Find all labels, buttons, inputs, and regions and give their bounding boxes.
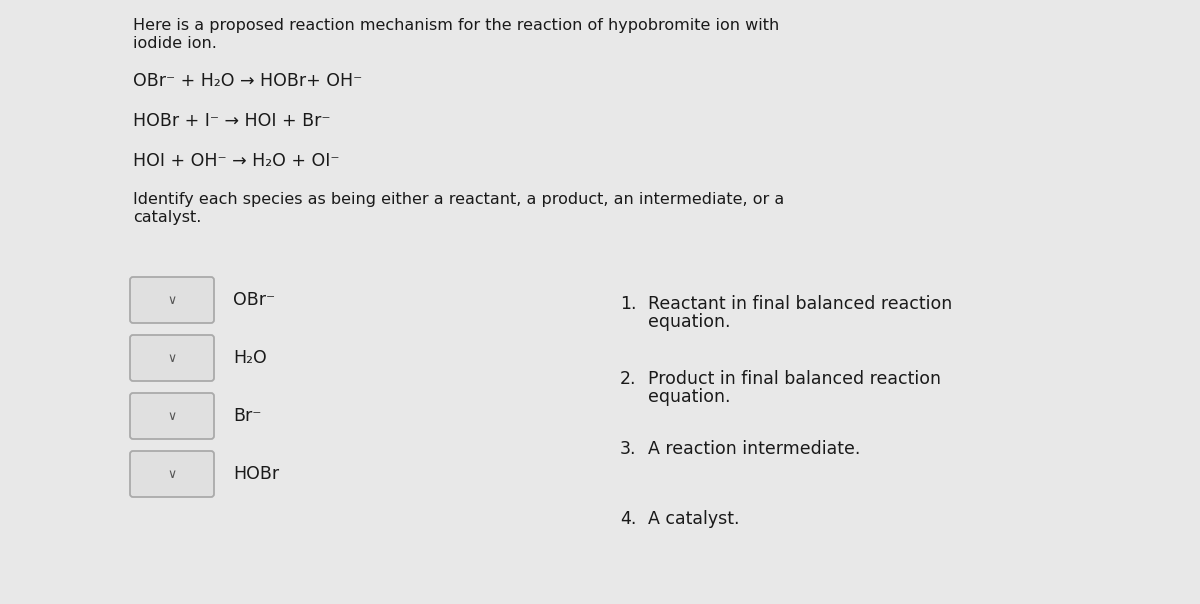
FancyBboxPatch shape xyxy=(130,277,214,323)
Text: Product in final balanced reaction: Product in final balanced reaction xyxy=(648,370,941,388)
Text: 4.: 4. xyxy=(620,510,636,528)
Text: 3.: 3. xyxy=(620,440,636,458)
Text: Br⁻: Br⁻ xyxy=(233,407,262,425)
Text: Reactant in final balanced reaction: Reactant in final balanced reaction xyxy=(648,295,953,313)
Text: equation.: equation. xyxy=(648,313,731,331)
FancyBboxPatch shape xyxy=(130,393,214,439)
FancyBboxPatch shape xyxy=(130,335,214,381)
Text: OBr⁻ + H₂O → HOBr+ OH⁻: OBr⁻ + H₂O → HOBr+ OH⁻ xyxy=(133,72,362,90)
Text: HOBr: HOBr xyxy=(233,465,280,483)
Text: equation.: equation. xyxy=(648,388,731,406)
Text: ∨: ∨ xyxy=(168,294,176,306)
Text: Identify each species as being either a reactant, a product, an intermediate, or: Identify each species as being either a … xyxy=(133,192,785,207)
Text: catalyst.: catalyst. xyxy=(133,210,202,225)
Text: ∨: ∨ xyxy=(168,352,176,364)
Text: 1.: 1. xyxy=(620,295,636,313)
FancyBboxPatch shape xyxy=(130,451,214,497)
Text: A catalyst.: A catalyst. xyxy=(648,510,739,528)
Text: A reaction intermediate.: A reaction intermediate. xyxy=(648,440,860,458)
Text: HOI + OH⁻ → H₂O + OI⁻: HOI + OH⁻ → H₂O + OI⁻ xyxy=(133,152,340,170)
Text: HOBr + I⁻ → HOI + Br⁻: HOBr + I⁻ → HOI + Br⁻ xyxy=(133,112,330,130)
Text: ∨: ∨ xyxy=(168,467,176,481)
Text: Here is a proposed reaction mechanism for the reaction of hypobromite ion with: Here is a proposed reaction mechanism fo… xyxy=(133,18,779,33)
Text: H₂O: H₂O xyxy=(233,349,266,367)
Text: 2.: 2. xyxy=(620,370,636,388)
Text: ∨: ∨ xyxy=(168,410,176,423)
Text: OBr⁻: OBr⁻ xyxy=(233,291,275,309)
Text: iodide ion.: iodide ion. xyxy=(133,36,217,51)
